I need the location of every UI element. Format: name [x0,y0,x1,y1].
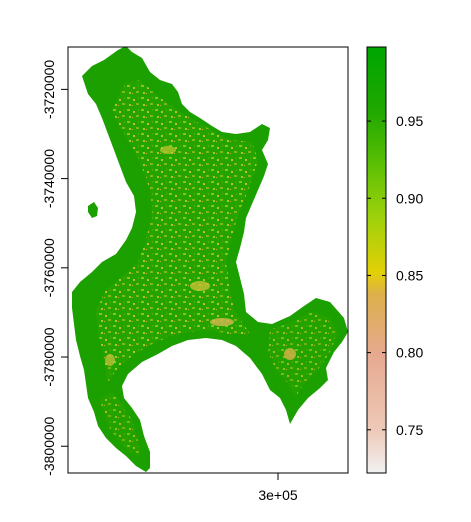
low-value-patch [284,348,296,360]
y-tick-label: -3780000 [41,327,57,386]
legend-tick-label: 0.95 [396,113,423,129]
island [88,202,98,218]
x-axis: 3e+05 [258,473,298,503]
low-value-patch [160,146,176,154]
legend-colorbar: 0.75 0.80 0.85 0.90 0.95 [366,46,423,474]
y-tick-label: -3740000 [41,149,57,208]
legend-ticks: 0.75 0.80 0.85 0.90 0.95 [367,113,423,438]
low-value-patch [105,354,115,366]
legend-tick-label: 0.80 [396,345,423,361]
y-axis: -3720000 -3740000 -3760000 -3780000 -3800000 [41,60,68,476]
x-tick-label: 3e+05 [258,487,298,503]
land-texture [96,80,258,382]
y-tick-label: -3800000 [41,416,57,475]
low-value-patch [210,318,234,326]
eastern-texture [268,312,338,396]
legend-tick-label: 0.90 [396,190,423,206]
southern-texture [100,392,140,456]
legend-gradient-bar [366,46,387,474]
legend-tick-label: 0.75 [396,422,423,438]
y-tick-label: -3720000 [41,60,57,119]
low-value-patch [190,281,210,291]
peninsula-raster [72,47,348,472]
legend-tick-label: 0.85 [396,267,423,283]
plot-frame [67,46,349,474]
y-tick-label: -3760000 [41,238,57,297]
